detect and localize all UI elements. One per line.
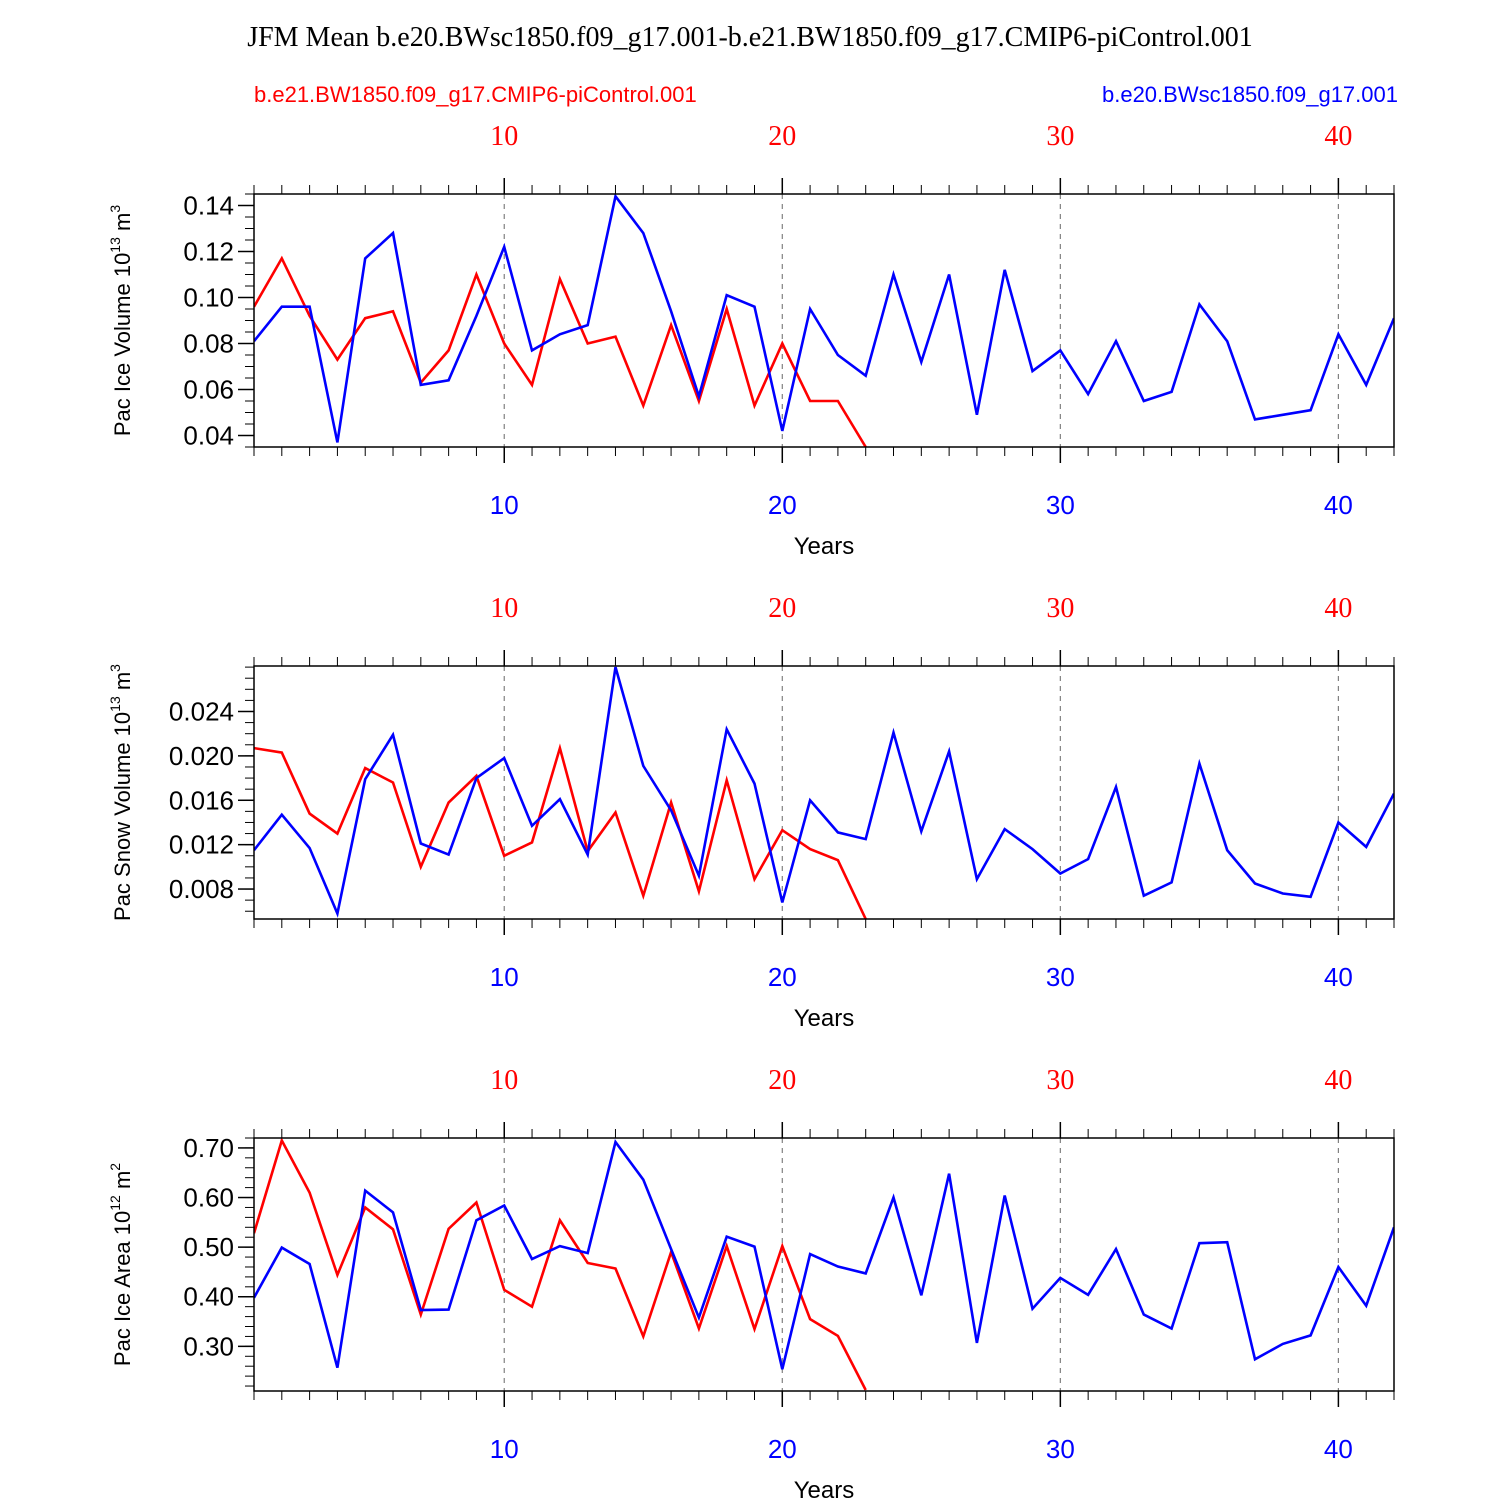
x-tick-label-bottom: 30: [1046, 490, 1075, 520]
x-tick-label-bottom: 10: [490, 962, 519, 992]
plot-frame: [253, 193, 1395, 448]
y-tick-label: 0.30: [183, 1331, 234, 1361]
x-tick-label-bottom: 30: [1046, 1434, 1075, 1464]
y-tick-label: 0.60: [183, 1183, 234, 1213]
y-tick-label: 0.04: [183, 421, 234, 451]
y-tick-label: 0.020: [169, 741, 234, 771]
x-tick-label-top: 10: [490, 593, 518, 624]
legend-left-case-name: b.e21.BW1850.f09_g17.CMIP6-piControl.001: [254, 82, 697, 107]
x-tick-label-bottom: 40: [1324, 962, 1353, 992]
panel-1: 0.04 0.06 0.08 0.10 0.12 0.14 10 10 20 20 30 30 40 40…: [107, 121, 1395, 560]
y-tick-label: 0.10: [183, 283, 234, 313]
x-tick-label-bottom: 30: [1046, 962, 1075, 992]
plot-frame: [253, 665, 1395, 920]
y-tick-label: 0.14: [183, 191, 234, 221]
legend-right-case-name: b.e20.BWsc1850.f09_g17.001: [1102, 82, 1398, 107]
panel-2: 0.008 0.012 0.016 0.020 0.024 10 10 20 20 30 30 40 4…: [107, 593, 1395, 1032]
x-tick-label-top: 30: [1046, 593, 1074, 624]
y-tick-label: 0.06: [183, 375, 234, 405]
y-tick-label: 0.012: [169, 830, 234, 860]
panels: 0.04 0.06 0.08 0.10 0.12 0.14 10 10 20 20 30 30 40 40…: [107, 121, 1395, 1500]
x-tick-label-top: 10: [490, 121, 518, 152]
y-tick-label: 0.08: [183, 329, 234, 359]
x-tick-label-bottom: 40: [1324, 490, 1353, 520]
x-axis-label: Years: [794, 1477, 855, 1500]
y-tick-label: 0.024: [169, 696, 234, 726]
x-tick-label-bottom: 20: [768, 490, 797, 520]
x-tick-label-top: 20: [768, 1065, 796, 1096]
x-tick-label-top: 20: [768, 121, 796, 152]
series-line-bwsc1850: [254, 666, 1394, 918]
x-tick-label-top: 20: [768, 593, 796, 624]
panel-3: 0.30 0.40 0.50 0.60 0.70 10 10 20 20 30 30 40 40 Year…: [107, 1065, 1395, 1500]
y-tick-label: 0.40: [183, 1282, 234, 1312]
y-tick-label: 0.008: [169, 874, 234, 904]
figure-title: JFM Mean b.e20.BWsc1850.f09_g17.001-b.e2…: [247, 22, 1253, 53]
series-line-piControl: [254, 743, 867, 919]
y-axis-label: Pac Snow Volume 1013 m3: [107, 664, 135, 921]
y-tick-label: 0.12: [183, 237, 234, 267]
x-tick-label-bottom: 10: [490, 490, 519, 520]
y-tick-label: 0.50: [183, 1232, 234, 1262]
x-tick-label-top: 30: [1046, 1065, 1074, 1096]
x-tick-label-top: 40: [1324, 593, 1352, 624]
x-tick-label-top: 30: [1046, 121, 1074, 152]
x-tick-label-bottom: 10: [490, 1434, 519, 1464]
y-tick-label: 0.70: [183, 1133, 234, 1163]
x-tick-label-top: 40: [1324, 121, 1352, 152]
y-axis-label: Pac Ice Volume 1013 m3: [107, 205, 135, 436]
x-axis-label: Years: [794, 533, 855, 560]
x-tick-label-bottom: 20: [768, 962, 797, 992]
series-line-piControl: [254, 255, 867, 447]
series-line-piControl: [254, 1138, 867, 1391]
y-axis-label: Pac Ice Area 1012 m2: [107, 1163, 135, 1366]
x-tick-label-top: 10: [490, 1065, 518, 1096]
y-tick-label: 0.016: [169, 785, 234, 815]
series-line-bwsc1850: [254, 194, 1394, 443]
plot-frame: [253, 1137, 1395, 1392]
x-tick-label-top: 40: [1324, 1065, 1352, 1096]
series-line-bwsc1850: [254, 1139, 1394, 1370]
x-tick-label-bottom: 20: [768, 1434, 797, 1464]
x-axis-label: Years: [794, 1005, 855, 1032]
x-tick-label-bottom: 40: [1324, 1434, 1353, 1464]
